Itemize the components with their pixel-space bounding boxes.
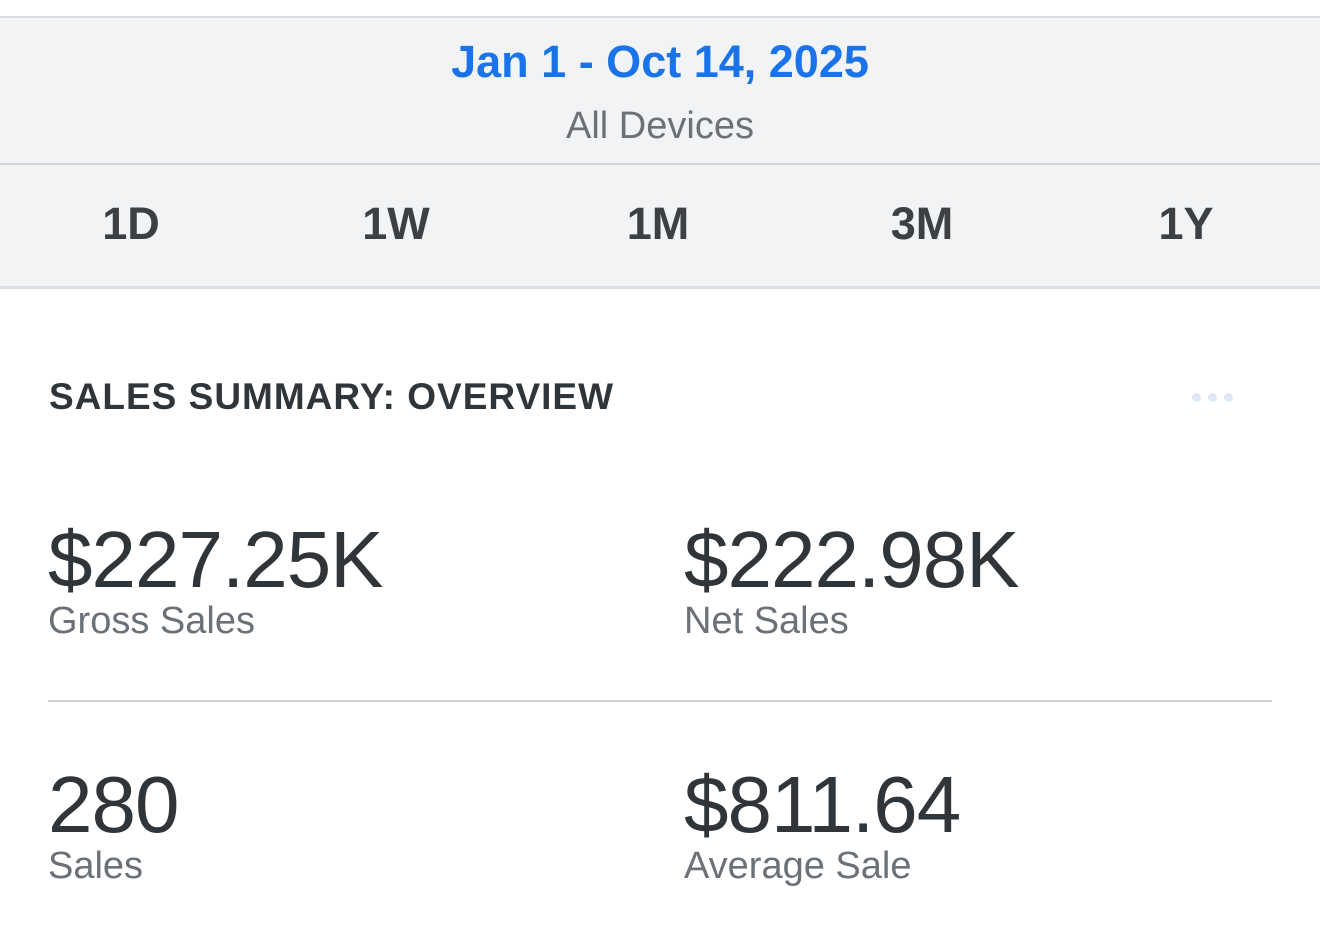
device-filter-label[interactable]: All Devices (566, 105, 754, 147)
metric-gross-sales[interactable]: $227.25K Gross Sales (48, 515, 384, 643)
top-edge (0, 0, 1320, 18)
tab-1y[interactable]: 1Y (1158, 198, 1214, 249)
tab-1m[interactable]: 1M (626, 198, 690, 249)
ellipsis-icon-dot (1207, 392, 1217, 402)
date-range-selector[interactable]: Jan 1 - Oct 14, 2025 (451, 36, 869, 87)
metric-net-sales[interactable]: $222.98K Net Sales (684, 515, 1020, 643)
metric-label: Net Sales (684, 600, 849, 642)
metric-label: Gross Sales (48, 600, 255, 642)
metric-value: 280 (48, 760, 179, 849)
metric-average-sale[interactable]: $811.64 Average Sale (684, 760, 961, 888)
metric-label: Sales (48, 845, 144, 887)
metric-value: $811.64 (684, 760, 961, 849)
more-options-button[interactable] (1180, 382, 1244, 412)
date-header: Jan 1 - Oct 14, 2025 All Devices (0, 18, 1320, 165)
metric-label: Average Sale (684, 845, 912, 887)
metric-value: $227.25K (48, 515, 384, 604)
section-title: SALES SUMMARY: OVERVIEW (49, 376, 615, 417)
time-range-tabs: 1D 1W 1M 3M 1Y (0, 165, 1320, 289)
tab-3m[interactable]: 3M (890, 198, 954, 249)
metric-value: $222.98K (684, 515, 1020, 604)
tab-1d[interactable]: 1D (102, 198, 160, 249)
metrics-divider (48, 700, 1272, 702)
ellipsis-icon (1191, 392, 1201, 402)
metric-sales-count[interactable]: 280 Sales (48, 760, 179, 888)
ellipsis-icon-dot (1223, 392, 1233, 402)
tab-1w[interactable]: 1W (362, 198, 430, 249)
